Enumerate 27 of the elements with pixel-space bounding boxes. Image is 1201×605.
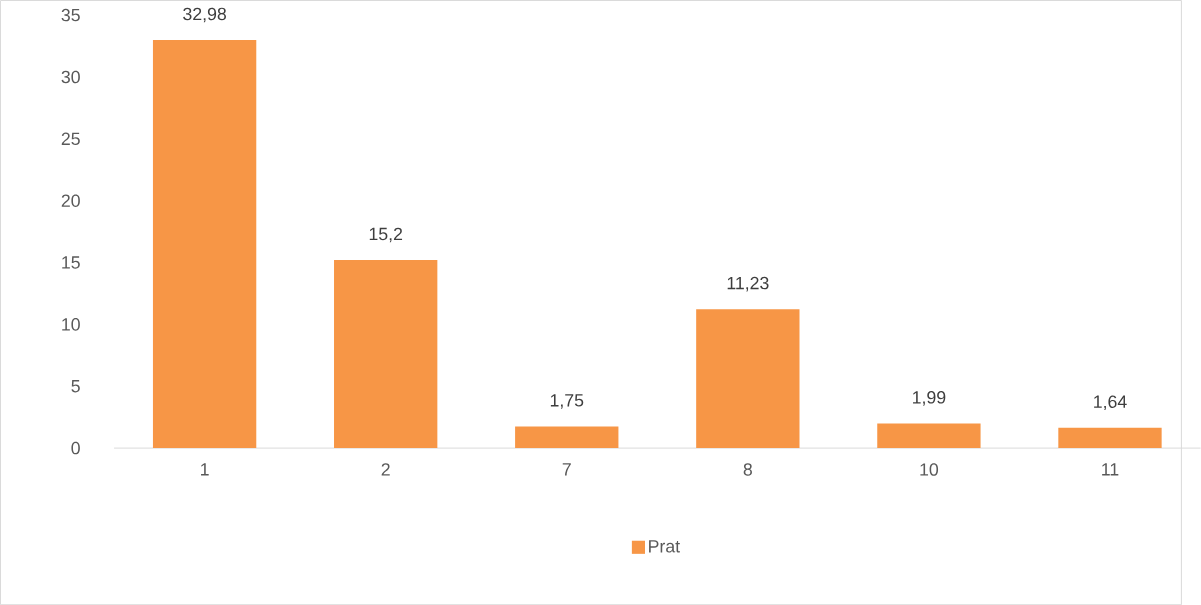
y-tick-label: 20: [61, 194, 80, 207]
data-label: 1,99: [913, 390, 946, 406]
bar: [1058, 427, 1162, 448]
data-label: 15,2: [369, 227, 403, 243]
y-tick-label: 0: [71, 441, 80, 455]
data-label: 1,75: [550, 394, 584, 409]
y-tick-label: 30: [61, 70, 80, 84]
y-tick-label: 35: [61, 8, 80, 22]
y-tick-label: 10: [62, 318, 80, 331]
y-tick-label: 5: [71, 379, 80, 393]
bar: [877, 423, 981, 448]
legend-label: Prat: [649, 540, 680, 553]
bar: [334, 259, 438, 448]
bar: [152, 39, 257, 448]
bar: [515, 426, 619, 448]
data-label: 11,23: [727, 276, 769, 292]
x-tick-label: 7: [562, 463, 571, 476]
x-tick-label: 2: [381, 463, 390, 476]
x-tick-label: 8: [743, 463, 752, 476]
y-tick-label: 25: [61, 132, 80, 145]
y-tick-label: 15: [62, 256, 80, 269]
data-label: 1,64: [1094, 395, 1127, 410]
x-tick-label: 10: [920, 463, 939, 476]
bar: [696, 309, 800, 448]
x-tick-label: 11: [1102, 463, 1119, 476]
data-label: 32,98: [183, 7, 226, 23]
x-tick-label: 1: [201, 463, 209, 476]
